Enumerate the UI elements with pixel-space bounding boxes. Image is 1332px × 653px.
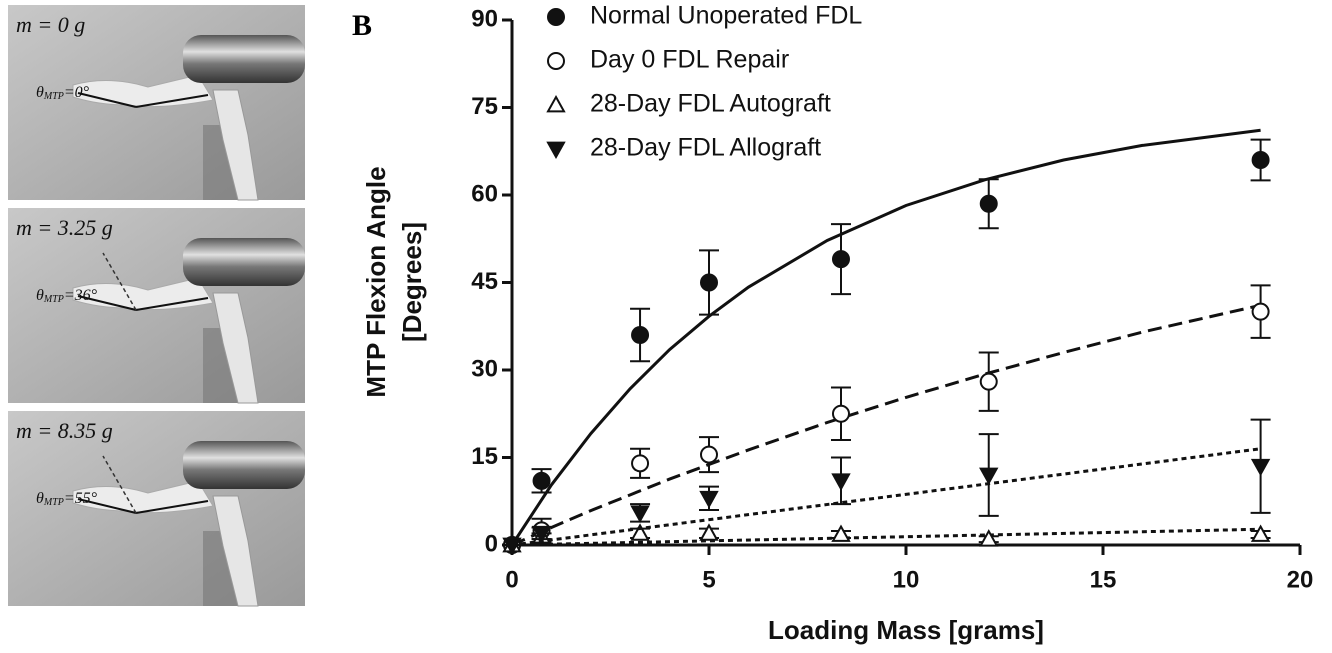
angle-line-dashed — [102, 455, 137, 514]
marker — [831, 473, 851, 491]
panel-label: B — [352, 9, 372, 42]
angle-line — [135, 500, 209, 514]
legend-marker — [547, 8, 565, 26]
angle-line-dashed — [102, 252, 137, 311]
marker — [699, 490, 719, 509]
angle-line — [77, 498, 137, 514]
mass-label: m = 3.25 g — [16, 215, 113, 240]
angle-value: =55° — [64, 490, 98, 507]
x-tick-label: 15 — [1090, 566, 1117, 593]
photo-panel: m = 3.25 g θMTP=36° — [8, 208, 305, 404]
angle-subscript: MTP — [43, 294, 64, 305]
angle-line — [135, 94, 209, 108]
legend-label: Normal Unoperated FDL — [590, 2, 862, 30]
marker — [979, 372, 998, 391]
x-tick-label: 0 — [505, 566, 518, 593]
y-tick-label: 0 — [485, 530, 498, 557]
foot — [72, 74, 214, 108]
marker — [1251, 151, 1270, 169]
marker — [1250, 524, 1271, 542]
y-tick-label: 60 — [471, 180, 498, 207]
angle-label: θMTP=0° — [36, 84, 90, 103]
legend-label: 28-Day FDL Allograft — [590, 134, 821, 162]
angle-subscript: MTP — [43, 497, 64, 508]
rod — [183, 238, 305, 286]
y-tick-label: 90 — [471, 5, 498, 32]
y-axis-label: MTP Flexion Angle — [361, 166, 391, 397]
marker — [979, 529, 999, 547]
fit-curve — [511, 303, 1261, 547]
foot — [72, 480, 214, 514]
y-axis-label: [Degrees] — [397, 222, 427, 342]
angle-symbol: θ — [36, 490, 44, 507]
legend-marker — [547, 52, 565, 70]
marker — [1251, 302, 1270, 321]
marker — [1250, 458, 1271, 477]
y-tick-label: 75 — [471, 93, 498, 120]
marker — [531, 525, 552, 544]
marker — [831, 524, 851, 542]
x-axis-label: Loading Mass [grams] — [768, 615, 1044, 645]
marker — [532, 471, 551, 490]
marker — [979, 194, 998, 213]
marker — [831, 404, 850, 423]
legend-marker — [546, 94, 566, 113]
x-tick-label: 20 — [1287, 566, 1314, 593]
marker — [699, 523, 719, 541]
marker — [979, 467, 999, 486]
angle-label: θMTP=55° — [36, 490, 98, 509]
marker — [631, 326, 650, 344]
y-tick-label: 15 — [471, 443, 498, 470]
angle-symbol: θ — [36, 84, 44, 101]
angle-line — [135, 297, 209, 311]
angle-value: =36° — [64, 287, 98, 304]
photo-panel: m = 8.35 g θMTP=55° — [8, 411, 305, 607]
foot — [72, 277, 214, 311]
angle-subscript: MTP — [43, 91, 64, 102]
mass-label: m = 8.35 g — [16, 418, 113, 443]
tissue — [212, 89, 259, 201]
x-tick-label: 5 — [702, 566, 715, 593]
fit-curve — [510, 128, 1261, 546]
marker — [630, 523, 650, 541]
tissue — [212, 292, 259, 404]
fit-curve — [511, 527, 1261, 547]
angle-line — [77, 295, 137, 311]
legend-label: Day 0 FDL Repair — [590, 46, 789, 74]
rod — [183, 441, 305, 489]
rod — [183, 35, 305, 83]
marker — [700, 273, 718, 292]
y-tick-label: 30 — [471, 355, 498, 382]
angle-symbol: θ — [36, 287, 44, 304]
marker — [502, 537, 522, 556]
marker — [630, 505, 650, 523]
fit-curve — [511, 447, 1261, 547]
mass-label: m = 0 g — [16, 12, 85, 37]
x-tick-label: 10 — [893, 566, 920, 593]
angle-label: θMTP=36° — [36, 287, 98, 306]
angle-line — [77, 92, 137, 108]
legend-marker — [546, 141, 566, 160]
legend-label: 28-Day FDL Autograft — [590, 90, 831, 118]
y-tick-label: 45 — [471, 268, 498, 295]
angle-value: =0° — [64, 84, 90, 101]
photo-panel: m = 0 g θMTP=0° — [8, 5, 305, 201]
marker — [831, 250, 850, 269]
marker — [631, 454, 650, 473]
marker — [700, 445, 718, 464]
tissue — [212, 495, 259, 607]
